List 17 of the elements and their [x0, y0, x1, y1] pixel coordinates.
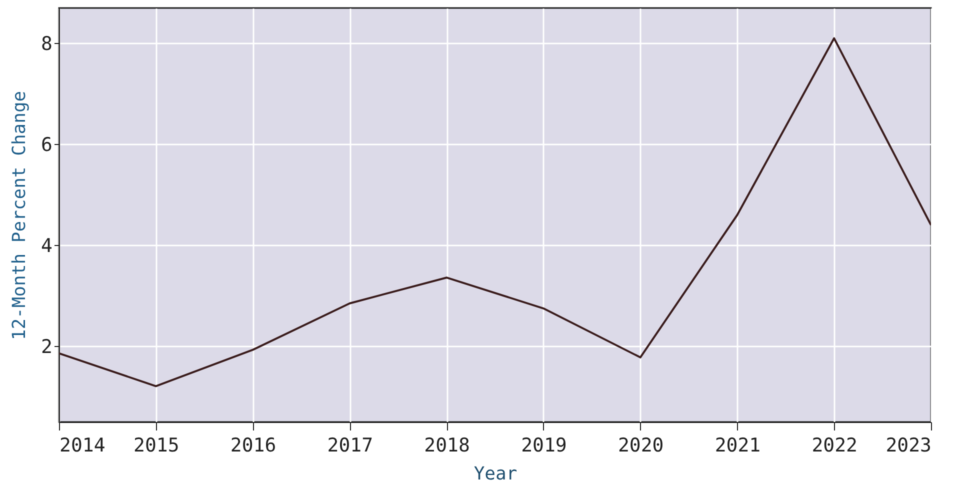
x-tick-label: 2016 — [230, 434, 276, 456]
y-axis-title: 12-Month Percent Change — [9, 90, 30, 340]
y-tick-label: 6 — [41, 134, 52, 156]
y-tick-label: 4 — [41, 234, 52, 257]
x-tick-label: 2017 — [327, 434, 374, 456]
y-tick-label: 8 — [41, 32, 52, 55]
x-tick-label: 2022 — [812, 434, 858, 456]
x-tick-label: 2021 — [714, 434, 761, 456]
x-axis-title: Year — [474, 464, 518, 484]
x-tick-label: 2019 — [521, 434, 567, 456]
x-tick-label: 2020 — [618, 434, 664, 456]
x-tick-label: 2015 — [134, 434, 180, 456]
x-tick-label: 2023 — [886, 434, 932, 456]
x-tick-label: 2018 — [424, 434, 470, 456]
line-series — [59, 37, 931, 388]
x-tick-label: 2014 — [60, 434, 106, 456]
y-tick-label: 2 — [41, 336, 52, 358]
